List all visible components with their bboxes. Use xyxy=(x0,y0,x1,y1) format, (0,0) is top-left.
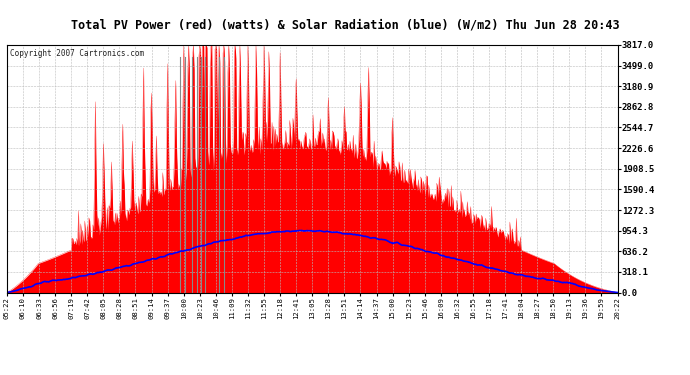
Text: Copyright 2007 Cartronics.com: Copyright 2007 Cartronics.com xyxy=(10,49,144,58)
Text: Total PV Power (red) (watts) & Solar Radiation (blue) (W/m2) Thu Jun 28 20:43: Total PV Power (red) (watts) & Solar Rad… xyxy=(70,18,620,31)
